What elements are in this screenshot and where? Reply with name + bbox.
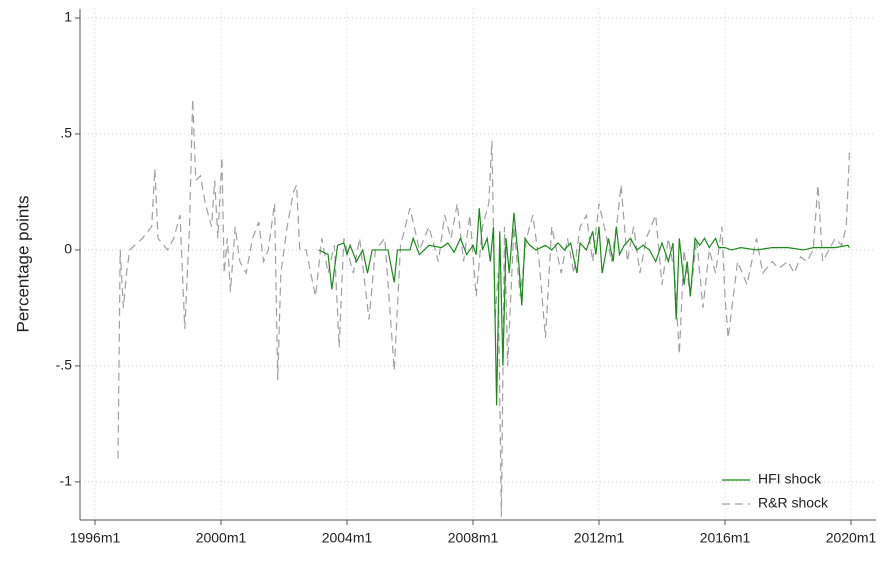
y-tick-label: .5 — [60, 125, 72, 141]
y-tick-label: 0 — [64, 241, 72, 257]
x-tick-label: 2008m1 — [448, 530, 499, 546]
y-axis-label: Percentage points — [13, 195, 32, 332]
x-tick-label: 2004m1 — [322, 530, 373, 546]
series-line — [117, 99, 851, 517]
x-tick-label: 2012m1 — [574, 530, 625, 546]
x-tick-label: 1996m1 — [70, 530, 121, 546]
y-tick-label: -1 — [60, 473, 73, 489]
legend-label: R&R shock — [758, 495, 829, 511]
legend-label: HFI shock — [758, 471, 822, 487]
x-tick-label: 2020m1 — [826, 530, 877, 546]
x-tick-label: 2016m1 — [700, 530, 751, 546]
y-tick-label: -.5 — [56, 357, 73, 373]
y-tick-label: 1 — [64, 9, 72, 25]
x-tick-label: 2000m1 — [196, 530, 247, 546]
series-line — [318, 208, 850, 406]
